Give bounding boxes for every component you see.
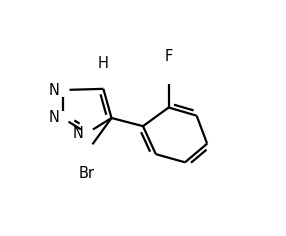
Text: Br: Br <box>79 166 95 181</box>
Text: F: F <box>164 49 173 64</box>
Text: N: N <box>48 110 59 126</box>
Text: N: N <box>48 83 59 97</box>
Text: H: H <box>98 56 109 71</box>
Text: N: N <box>73 126 84 141</box>
